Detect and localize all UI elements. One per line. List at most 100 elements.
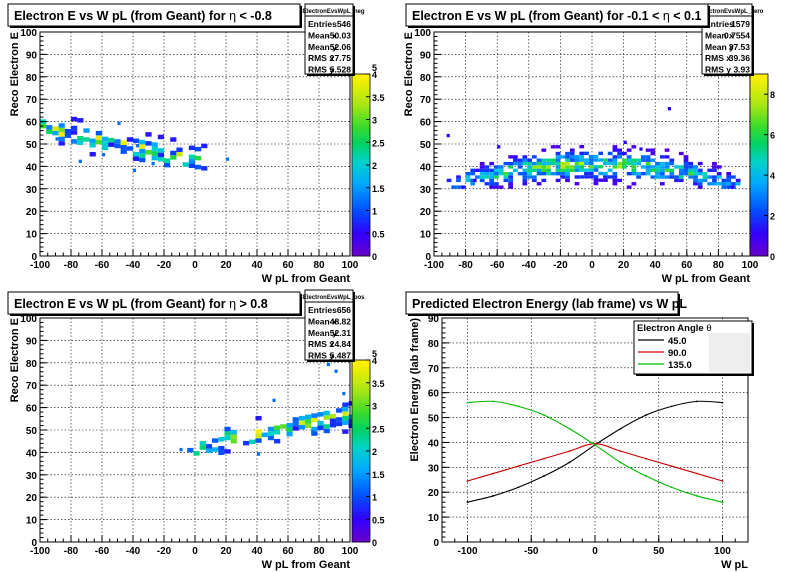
- heatmap-cell-outlier: [473, 178, 477, 183]
- colorbar-segment: [352, 140, 370, 145]
- heatmap-cell: [311, 426, 318, 432]
- heatmap-cell: [555, 168, 561, 172]
- heatmap-cell: [224, 426, 231, 432]
- x-tick-label: -80: [458, 260, 473, 271]
- x-tick-label: -60: [95, 546, 110, 557]
- colorbar-tick-label: 2.5: [372, 424, 385, 434]
- heatmap-cell: [336, 421, 343, 427]
- colorbar-segment: [352, 92, 370, 96]
- heatmap-cell: [58, 123, 65, 128]
- heatmap-cell: [716, 175, 722, 179]
- y-tick-label: 30: [26, 185, 38, 196]
- heatmap-cell: [274, 425, 281, 430]
- heatmap-cell: [46, 125, 53, 130]
- colorbar-segment: [352, 390, 370, 394]
- heatmap-cell: [678, 178, 684, 183]
- heatmap-cell: [598, 165, 604, 169]
- colorbar-segment: [750, 161, 768, 166]
- heatmap-cell: [598, 178, 604, 182]
- y-axis-title: Reco Electron E: [403, 32, 415, 116]
- colorbar-segment: [750, 107, 768, 111]
- heatmap-cell: [674, 165, 679, 169]
- colorbar-segment: [750, 134, 768, 139]
- heatmap-cell: [560, 175, 566, 179]
- stats-label: RMS x: [705, 53, 731, 63]
- colorbar-segment: [750, 207, 768, 211]
- heatmap-cell: [508, 172, 513, 176]
- colorbar-segment: [352, 369, 370, 373]
- legend-fill: [709, 333, 750, 372]
- heatmap-cell: [58, 136, 65, 142]
- heatmap-cell: [579, 151, 585, 156]
- x-axis-title: W pL: [721, 559, 748, 571]
- heatmap-cell: [607, 175, 613, 179]
- colorbar-tick-label: 4: [372, 356, 377, 366]
- heatmap-cell: [531, 165, 537, 169]
- colorbar-segment: [352, 381, 370, 385]
- heatmap-cell: [188, 145, 195, 151]
- y-tick-label: 40: [428, 438, 440, 449]
- stats-value: 27.75: [330, 53, 352, 63]
- colorbar-segment: [352, 502, 370, 506]
- colorbar-segment: [750, 89, 768, 93]
- colorbar-tick-label: 3.5: [372, 379, 385, 389]
- heatmap-cell: [569, 148, 575, 152]
- heatmap-cell: [617, 161, 623, 166]
- colorbar-segment: [352, 80, 370, 84]
- series-point: [619, 461, 622, 464]
- heatmap-cell: [612, 155, 618, 159]
- heatmap-cell: [527, 161, 532, 166]
- stats-value: 52.06: [330, 42, 352, 52]
- colorbar-segment: [352, 517, 370, 522]
- heatmap-cell: [348, 419, 355, 424]
- heatmap-cell: [721, 182, 727, 186]
- heatmap-cell: [292, 426, 299, 431]
- heatmap-cell: [550, 158, 556, 162]
- heatmap-cell-outlier: [446, 133, 450, 138]
- heatmap-cell: [612, 175, 618, 179]
- greek-symbol: η: [229, 9, 236, 23]
- series-point: [721, 401, 724, 404]
- heatmap-cell: [588, 168, 594, 172]
- heatmap-cell: [479, 168, 485, 172]
- heatmap-cell: [489, 161, 495, 166]
- colorbar-segment: [352, 496, 370, 500]
- colorbar-tick-label: 3.5: [372, 93, 385, 103]
- colorbar-tick-label: 3: [372, 402, 377, 412]
- heatmap-cell: [650, 165, 656, 169]
- heatmap-cell: [712, 175, 717, 179]
- heatmap-cell: [626, 148, 632, 152]
- heatmap-cell: [650, 148, 656, 152]
- heatmap-cell: [286, 431, 293, 437]
- y-tick-label: 90: [420, 50, 432, 61]
- heatmap-cell: [588, 175, 594, 179]
- heatmap-cell: [517, 161, 523, 166]
- y-axis-title: Reco Electron E: [9, 318, 21, 402]
- colorbar-segment: [352, 490, 370, 494]
- y-tick-label: 50: [428, 414, 440, 425]
- colorbar-segment: [750, 180, 768, 184]
- heatmap-cell: [688, 172, 694, 176]
- x-tick-label: 20: [618, 260, 630, 271]
- heatmap-cell: [120, 149, 127, 154]
- heatmap-cell: [541, 172, 547, 176]
- heatmap-cell-outlier: [226, 157, 230, 161]
- stats-label: Entries: [308, 305, 337, 315]
- heatmap-cell: [267, 431, 275, 436]
- heatmap-cell-outlier: [151, 161, 155, 166]
- colorbar-segment: [352, 363, 370, 367]
- colorbar-segment: [352, 463, 370, 467]
- heatmap-cell: [205, 444, 213, 449]
- series-point: [721, 501, 724, 504]
- series-point: [670, 465, 673, 467]
- x-axis: -100 -80 -60 -40 -20 0 20 40 60 80 100: [424, 249, 759, 271]
- heatmap-cell: [626, 161, 632, 166]
- y-tick-label: 40: [26, 162, 38, 173]
- heatmap-cell: [527, 165, 532, 169]
- colorbar-tick-label: 4: [372, 70, 377, 80]
- heatmap-cell-outlier: [334, 369, 338, 373]
- heatmap-cell: [484, 165, 490, 169]
- heatmap-cell: [626, 155, 632, 159]
- colorbar-segment: [352, 508, 370, 513]
- series-point: [619, 450, 622, 453]
